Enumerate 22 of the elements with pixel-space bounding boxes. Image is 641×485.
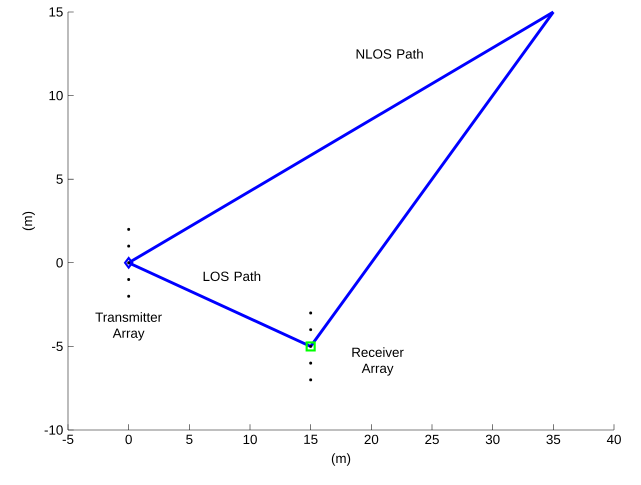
annotation: Transmitter Array	[95, 312, 162, 341]
annotation: NLOS Path	[356, 48, 423, 59]
x-axis-title: (m)	[332, 453, 350, 466]
y-tick-label: -10	[44, 425, 63, 435]
annotation: Receiver Array	[352, 347, 404, 376]
x-tick-label: 25	[425, 434, 439, 444]
x-tick-label: 10	[244, 434, 257, 444]
y-tick-label: 5	[56, 174, 63, 184]
x-tick-label: 30	[486, 434, 500, 444]
x-tick-label: 35	[546, 434, 560, 444]
y-tick-label: 15	[49, 7, 63, 17]
x-tick-label: 20	[364, 434, 378, 444]
y-tick-label: 0	[56, 258, 63, 268]
y-tick-label: -5	[52, 342, 63, 352]
x-tick-label: 0	[125, 434, 132, 444]
x-tick-label: 15	[304, 434, 318, 444]
x-tick-label: -5	[62, 434, 74, 444]
x-tick-label: 40	[606, 434, 621, 444]
annotation: LOS Path	[204, 271, 260, 282]
y-tick-label: 10	[49, 90, 63, 100]
x-tick-label: 5	[186, 434, 192, 444]
y-axis-title: (m)	[22, 212, 35, 230]
